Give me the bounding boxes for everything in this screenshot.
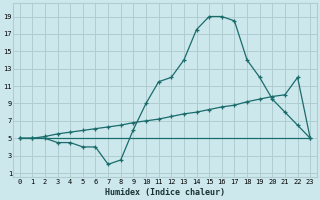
X-axis label: Humidex (Indice chaleur): Humidex (Indice chaleur) — [105, 188, 225, 197]
